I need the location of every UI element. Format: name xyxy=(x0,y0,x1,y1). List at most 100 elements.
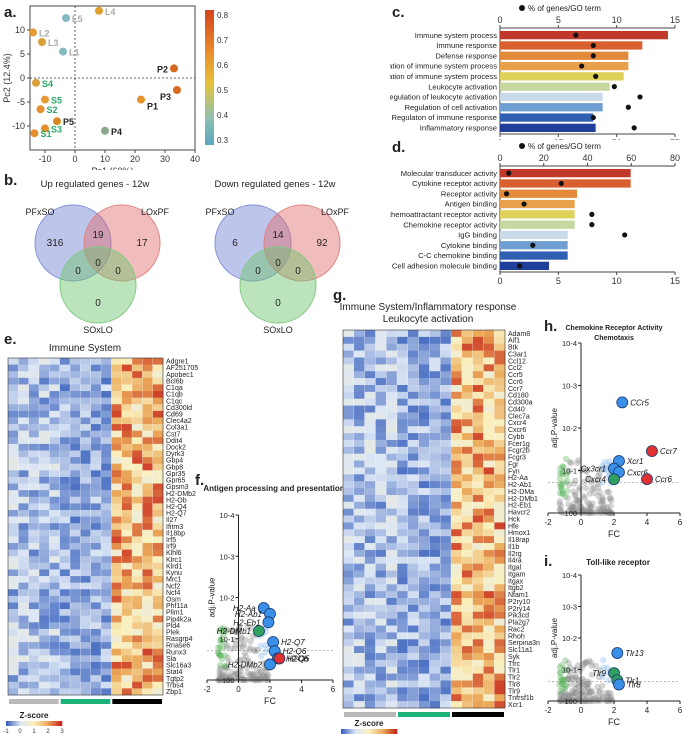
heat-g-cell xyxy=(375,543,387,551)
volc-i-bg-point xyxy=(574,694,582,701)
heat-g-cell xyxy=(483,494,495,503)
heat-e-cell xyxy=(70,430,81,438)
heat-e-cell xyxy=(90,437,102,445)
heat-e-cell xyxy=(39,377,50,385)
heat-g-cell xyxy=(397,488,409,496)
volc-i-ytick-label: 10-4 xyxy=(562,571,577,580)
heat-g-cell xyxy=(461,391,473,400)
pca-colorbar-tick: 0.7 xyxy=(217,36,229,45)
heat-g-cell xyxy=(429,639,441,647)
heat-g-cell xyxy=(353,632,365,640)
heat-e-cell xyxy=(132,648,143,656)
heat-g-cell xyxy=(353,625,365,633)
heat-g-cell xyxy=(429,604,441,613)
heat-e-cell xyxy=(111,562,122,570)
volc-i-bg-point xyxy=(562,690,570,698)
heat-e-cell xyxy=(59,569,71,577)
heat-e-cell xyxy=(49,661,60,669)
go-d-bar-antigen-binding xyxy=(500,199,575,209)
heat-e-cell xyxy=(49,543,60,550)
heat-g-cell xyxy=(483,577,495,585)
heat-e-cell xyxy=(121,602,133,610)
volc-f-bg-point xyxy=(248,675,255,683)
heat-g-cell xyxy=(353,474,365,482)
heat-g-cell xyxy=(353,501,365,509)
volc-h-bg-point xyxy=(605,458,613,465)
go-d-pct-dot-igg-binding xyxy=(622,232,628,238)
heat-g-cell xyxy=(386,549,398,558)
heat-e-cell xyxy=(39,424,50,431)
heat-e-cell xyxy=(49,457,60,465)
heat-g-cell xyxy=(364,694,376,702)
heat-e-cell xyxy=(152,470,164,478)
heat-g-cell xyxy=(483,563,495,571)
heat-e-cell xyxy=(80,371,91,379)
volc-f-bg-point xyxy=(262,649,269,656)
heat-e-cell xyxy=(111,476,122,484)
heat-e-cell xyxy=(18,404,29,412)
heat-g-gene-label: Itgam xyxy=(508,571,526,578)
heat-g-cell xyxy=(386,687,398,695)
heat-e-cell xyxy=(121,569,133,577)
heat-e-cell xyxy=(101,622,112,630)
heat-g-cell xyxy=(418,419,430,427)
heat-g-cell xyxy=(472,467,484,475)
heat-g-cell xyxy=(364,446,376,455)
heat-e-cell xyxy=(142,476,153,484)
volc-i-bg-point xyxy=(567,668,574,676)
heat-g-cell xyxy=(343,522,355,530)
heat-g-cell xyxy=(451,618,463,626)
heat-g-cell xyxy=(483,474,495,482)
heat-g-cell xyxy=(461,604,473,613)
volc-i-xtick-label: -2 xyxy=(544,706,552,715)
heat-g-cell xyxy=(429,625,441,633)
heat-e-cell xyxy=(18,562,29,570)
volc-f-title: Antigen processing and presentation xyxy=(203,484,344,493)
volc-h-ytick-label: 10-4 xyxy=(562,339,577,348)
heat-g-cell xyxy=(375,350,387,358)
volc-i-bg-point xyxy=(586,689,593,696)
heat-e-cell xyxy=(39,615,50,623)
heat-e-cell xyxy=(49,364,60,372)
heat-g-cell xyxy=(440,336,452,345)
heat-g-cell xyxy=(451,680,463,688)
volc-i-bg-point xyxy=(585,680,592,687)
heat-g-cell xyxy=(375,584,387,592)
heat-g-cell xyxy=(375,694,387,702)
heat-e-cell xyxy=(121,463,133,471)
heat-e-cell xyxy=(39,358,50,365)
volc-i-bg-point xyxy=(565,659,572,667)
heat-e-cell xyxy=(39,675,50,683)
heat-e-cell xyxy=(142,675,153,683)
heat-g-cell xyxy=(386,632,398,640)
heat-e-cell xyxy=(90,681,102,689)
volc-f-bg-point xyxy=(217,664,225,672)
heat-g-cell xyxy=(386,330,398,338)
heat-e-cell xyxy=(80,384,91,392)
heat-e-cell xyxy=(39,648,50,656)
heat-g-cell xyxy=(353,646,365,654)
heat-e-cell xyxy=(142,391,153,398)
heat-g-cell xyxy=(472,364,484,372)
heat-e-cell xyxy=(132,404,143,412)
heat-g-cell xyxy=(343,687,355,695)
heat-g-cell xyxy=(343,673,355,681)
heat-g-cell xyxy=(375,556,387,564)
heat-e-zscore-swatch xyxy=(58,721,61,726)
heat-e-cell xyxy=(39,635,50,643)
heat-e-cell xyxy=(142,655,153,663)
volc-h-bg-point xyxy=(595,472,602,480)
heat-g-gene-label: Rac2 xyxy=(508,626,524,633)
heat-e-cell xyxy=(59,543,71,550)
heat-e-cell xyxy=(132,397,143,405)
heat-g-cell xyxy=(364,680,376,688)
volc-f-bg-point xyxy=(264,673,271,680)
volc-f-bg-point xyxy=(238,663,245,670)
volc-i-bg-point xyxy=(596,688,604,696)
go-d-term-label: Receptor activity xyxy=(441,189,497,198)
pca-point-p3 xyxy=(173,86,181,94)
heat-g-zscore-swatch xyxy=(395,729,398,734)
heat-g-cell xyxy=(440,350,452,358)
heat-g-cell xyxy=(386,467,398,475)
